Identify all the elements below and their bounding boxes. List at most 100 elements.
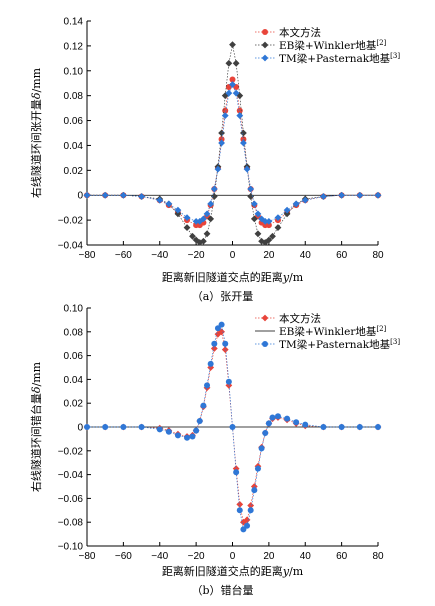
data-point xyxy=(274,413,281,420)
data-point xyxy=(174,206,182,214)
data-point xyxy=(254,465,261,472)
series-2 xyxy=(83,81,382,225)
data-point xyxy=(240,136,247,143)
x-tick-label: −40 xyxy=(151,551,168,562)
legend-marker xyxy=(262,341,268,347)
data-point xyxy=(204,382,211,389)
data-point xyxy=(165,428,172,435)
data-point xyxy=(210,193,218,200)
data-point xyxy=(284,415,291,422)
y-tick-label: 0 xyxy=(77,191,83,202)
data-point xyxy=(269,232,276,240)
y-tick-label: 0.08 xyxy=(64,91,84,102)
data-point xyxy=(200,215,207,223)
legend-label: TM梁+Pasternak地基[3] xyxy=(279,338,400,351)
y-axis-label-unit: /mm xyxy=(30,67,43,92)
y-tick-label: 0.02 xyxy=(64,166,84,177)
data-point xyxy=(214,330,222,338)
data-point xyxy=(225,378,232,385)
data-point xyxy=(250,215,258,223)
data-point xyxy=(119,191,127,199)
legend-marker xyxy=(261,41,269,49)
legend-label: EB梁+Winkler地基[2] xyxy=(279,325,387,338)
x-tick-label: 20 xyxy=(263,250,275,261)
data-point xyxy=(207,360,214,367)
data-point xyxy=(196,418,203,425)
y-axis-label-var: δ xyxy=(30,92,43,99)
chart-opening: −80 −60 −40 −20 0 20 40 60 80 −0.04 −0.02 0 0.02 0.04… xyxy=(29,17,400,304)
data-point xyxy=(210,345,218,352)
data-point xyxy=(229,41,236,49)
legend-marker xyxy=(261,54,269,62)
data-point xyxy=(174,210,182,218)
data-point xyxy=(193,427,200,434)
y-tick-label: 0.10 xyxy=(64,304,84,315)
data-point xyxy=(338,191,346,199)
y-tick-label: −0.02 xyxy=(58,446,84,457)
data-point xyxy=(250,483,258,490)
data-point xyxy=(196,217,204,225)
y-tick-label: −0.10 xyxy=(58,542,84,553)
data-point xyxy=(236,107,243,114)
data-point xyxy=(247,193,255,200)
data-point xyxy=(265,236,273,244)
data-point xyxy=(192,236,200,244)
x-tick-label: −60 xyxy=(115,250,132,261)
data-point xyxy=(200,237,207,245)
data-point xyxy=(251,487,258,494)
data-point xyxy=(374,191,382,199)
x-tick-label: 40 xyxy=(300,250,312,261)
chart-dislocation: −80 −60 −40 −20 0 20 40 60 80 −0.10 −0.08 −0.06 −0.0… xyxy=(29,304,400,598)
data-point xyxy=(240,139,247,147)
data-point xyxy=(262,429,269,436)
data-point xyxy=(203,230,211,238)
legend-name: TM梁+Pasternak地基 xyxy=(279,338,391,351)
data-point xyxy=(302,421,309,428)
data-point xyxy=(221,346,229,354)
legend-ref: [3] xyxy=(390,338,400,346)
x-axis-label: 距离新旧隧道交点的距离y/m xyxy=(162,270,304,284)
data-point xyxy=(236,112,244,119)
legend-name: TM梁+Pasternak地基 xyxy=(279,52,391,65)
data-point xyxy=(214,165,222,173)
legend-name: EB梁+Winkler地基 xyxy=(279,325,377,338)
data-point xyxy=(218,321,225,328)
x-tick-label: −80 xyxy=(79,250,96,261)
data-point xyxy=(233,469,240,476)
data-point xyxy=(243,165,251,173)
data-point xyxy=(138,193,145,200)
y-tick-label: 0.04 xyxy=(64,375,84,386)
data-point xyxy=(320,193,327,200)
series-connector xyxy=(87,83,378,222)
legend-name: 本文方法 xyxy=(279,312,321,325)
y-axis-label-unit: /mm xyxy=(30,361,43,386)
data-point xyxy=(222,340,229,347)
data-point xyxy=(210,185,218,193)
data-point xyxy=(84,424,90,430)
data-point xyxy=(375,424,381,430)
data-point xyxy=(211,340,218,347)
data-point xyxy=(203,210,211,218)
y-axis-label-var: δ xyxy=(30,386,43,393)
y-tick-label: −0.04 xyxy=(58,470,84,481)
data-point xyxy=(247,507,254,514)
y-tick-label: 0.02 xyxy=(64,399,84,410)
x-axis-label-var: y xyxy=(282,271,290,284)
legend-name: EB梁+Winkler地基 xyxy=(279,39,377,52)
data-point xyxy=(229,81,236,88)
x-tick-label: 0 xyxy=(230,551,236,562)
data-point xyxy=(292,200,300,208)
data-point xyxy=(244,522,251,529)
data-point xyxy=(247,185,255,193)
series-connector xyxy=(87,78,378,226)
data-point xyxy=(320,424,327,430)
x-tick-label: −80 xyxy=(79,551,96,562)
legend-label: TM梁+Pasternak地基[3] xyxy=(279,52,400,65)
x-axis-label-unit: /m xyxy=(289,271,304,284)
x-tick-label: 0 xyxy=(230,250,236,261)
data-point xyxy=(254,210,262,218)
data-point xyxy=(200,402,207,409)
data-point xyxy=(156,426,163,433)
x-tick-label: 80 xyxy=(372,551,384,562)
